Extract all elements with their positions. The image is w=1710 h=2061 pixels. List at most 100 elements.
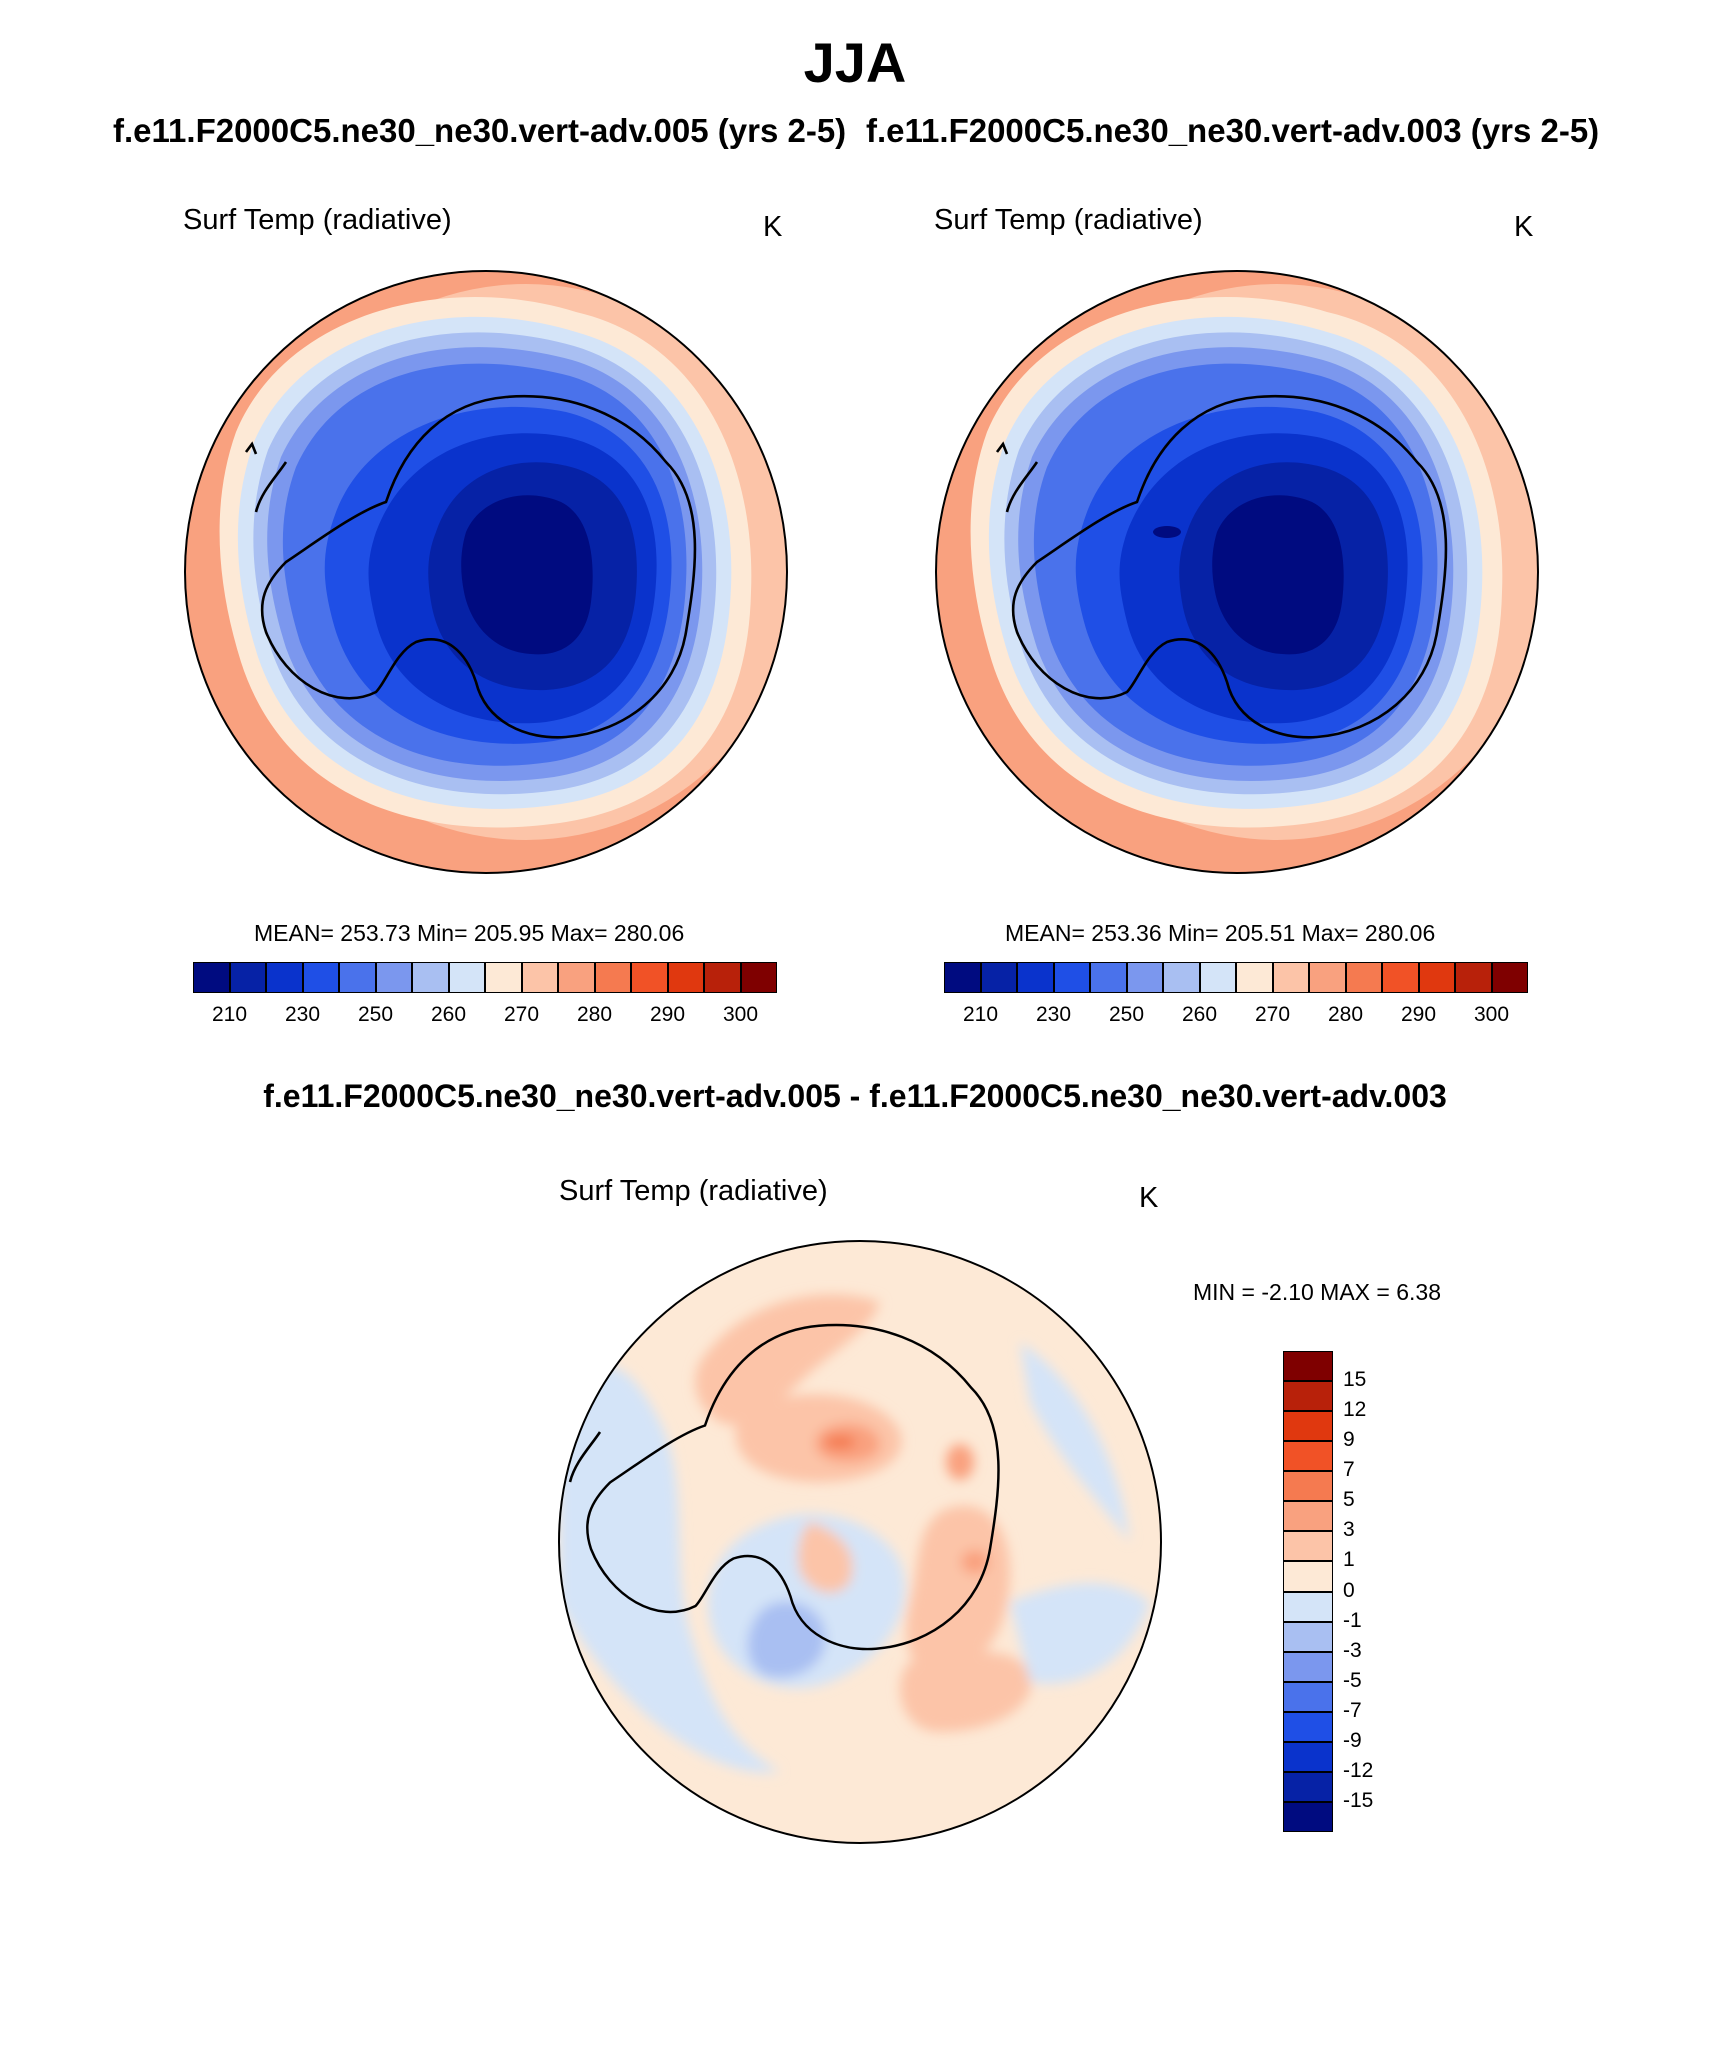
panel-left-units-label: K <box>763 211 783 243</box>
difference-stats: MIN = -2.10 MAX = 6.38 <box>1193 1279 1442 1305</box>
main-title: JJA <box>803 31 907 94</box>
panel-right-colorbar-tick-label: 280 <box>1327 1003 1364 1026</box>
difference-colorbar-swatch <box>1283 1471 1333 1502</box>
difference-colorbar-swatch <box>1283 1771 1333 1802</box>
panel-right-units-label: K <box>1514 211 1534 243</box>
panel-right-colorbar-swatch <box>1418 962 1455 993</box>
panel-right-colorbar-tick-label: 260 <box>1181 1003 1218 1026</box>
difference-colorbar-tick-label: 0 <box>1343 1578 1355 1602</box>
panel-left-map-border <box>184 270 788 874</box>
panel-right-colorbar <box>944 962 1528 993</box>
difference-map-border <box>558 1240 1162 1844</box>
difference-colorbar-swatch <box>1283 1441 1333 1472</box>
difference-colorbar-tick-label: 15 <box>1343 1368 1367 1392</box>
panel-right-colorbar-swatch <box>1272 962 1309 993</box>
panel-left-colorbar-tick-label: 270 <box>503 1003 540 1026</box>
difference-variable-label: Surf Temp (radiative) <box>559 1175 828 1207</box>
difference-colorbar-tick-label: -3 <box>1343 1638 1362 1662</box>
difference-colorbar-swatch <box>1283 1351 1333 1382</box>
difference-colorbar-tick-label: -9 <box>1343 1728 1362 1752</box>
panel-right-colorbar-swatch <box>1491 962 1528 993</box>
difference-colorbar-tick-label: -15 <box>1343 1788 1374 1812</box>
difference-colorbar-swatch <box>1283 1381 1333 1412</box>
difference-colorbar-labels: 15 12 9 7 5 3 1 0 -1 -3 -5 -7 -9 -12 -15 <box>1343 1351 1423 1832</box>
panel-left-stats: MEAN= 253.73 Min= 205.95 Max= 280.06 <box>254 920 685 946</box>
panel-right-colorbar-swatch <box>1126 962 1163 993</box>
panel-left-colorbar-swatch <box>521 962 558 993</box>
difference-colorbar-tick-label: 5 <box>1343 1488 1355 1512</box>
panel-left-colorbar-swatch <box>631 962 668 993</box>
panel-right-colorbar-swatch <box>1163 962 1200 993</box>
panel-right-run-title: f.e11.F2000C5.ne30_ne30.vert-adv.003 (yr… <box>866 112 1600 149</box>
difference-colorbar-tick-label: -7 <box>1343 1698 1362 1722</box>
difference-colorbar-swatch <box>1283 1651 1333 1682</box>
panel-right-colorbar-swatch <box>1382 962 1419 993</box>
panel-right-colorbar-swatch <box>980 962 1017 993</box>
panel-left-variable-label: Surf Temp (radiative) <box>183 204 452 236</box>
panel-left-colorbar-swatch <box>704 962 741 993</box>
panel-right-colorbar-swatch <box>944 962 981 993</box>
difference-units-label: K <box>1139 1182 1159 1214</box>
panel-left-colorbar-tick-label: 300 <box>722 1003 759 1026</box>
panel-left-run-title: f.e11.F2000C5.ne30_ne30.vert-adv.005 (yr… <box>113 112 847 149</box>
panel-right-colorbar-swatch <box>1199 962 1236 993</box>
panel-right-colorbar-tick-label: 250 <box>1108 1003 1145 1026</box>
panel-left-colorbar-swatch <box>229 962 266 993</box>
panel-left-colorbar-tick-label: 260 <box>430 1003 467 1026</box>
panel-left-colorbar-swatch <box>412 962 449 993</box>
panel-left-colorbar-tick-label: 280 <box>576 1003 613 1026</box>
difference-colorbar-swatch <box>1283 1621 1333 1652</box>
panel-left-colorbar <box>193 962 777 993</box>
panel-right-polar-map <box>936 271 1538 873</box>
panel-left-colorbar-swatch <box>302 962 339 993</box>
panel-left-colorbar-tick-label: 210 <box>211 1003 248 1026</box>
panel-right-colorbar-tick-label: 300 <box>1473 1003 1510 1026</box>
difference-colorbar-swatch <box>1283 1681 1333 1712</box>
panel-left-colorbar-swatch <box>339 962 376 993</box>
panel-left-colorbar-swatch <box>667 962 704 993</box>
panel-right-colorbar-swatch <box>1090 962 1127 993</box>
panel-right-variable-label: Surf Temp (radiative) <box>934 204 1203 236</box>
difference-colorbar-tick-label: 12 <box>1343 1398 1367 1422</box>
difference-colorbar-tick-label: 1 <box>1343 1548 1355 1572</box>
difference-colorbar-swatch <box>1283 1501 1333 1532</box>
panel-right-colorbar-swatch <box>1236 962 1273 993</box>
panel-right-colorbar-swatch <box>1017 962 1054 993</box>
panel-left-colorbar-swatch <box>266 962 303 993</box>
panel-left-polar-map <box>185 271 787 873</box>
panel-right-colorbar-tick-label: 210 <box>962 1003 999 1026</box>
difference-colorbar-swatch <box>1283 1531 1333 1562</box>
panel-left-colorbar-tick-label: 230 <box>284 1003 321 1026</box>
difference-colorbar-tick-label: -12 <box>1343 1758 1374 1782</box>
difference-colorbar-swatch <box>1283 1711 1333 1742</box>
panel-right-colorbar-swatch <box>1455 962 1492 993</box>
difference-title: f.e11.F2000C5.ne30_ne30.vert-adv.005 - f… <box>263 1078 1447 1114</box>
difference-colorbar-swatch <box>1283 1411 1333 1442</box>
panel-right-colorbar-tick-label: 290 <box>1400 1003 1437 1026</box>
difference-colorbar-tick-label: 9 <box>1343 1428 1355 1452</box>
panel-left-colorbar-swatch <box>740 962 777 993</box>
panel-left-colorbar-tick-label: 250 <box>357 1003 394 1026</box>
panel-left-colorbar-swatch <box>193 962 230 993</box>
panel-left-colorbar-swatch <box>594 962 631 993</box>
difference-colorbar-tick-label: -5 <box>1343 1668 1362 1692</box>
difference-colorbar-swatch <box>1283 1801 1333 1832</box>
panel-left-colorbar-swatch <box>558 962 595 993</box>
panel-right-map-border <box>935 270 1539 874</box>
difference-colorbar-tick-label: -1 <box>1343 1608 1362 1632</box>
panel-left-colorbar-swatch <box>448 962 485 993</box>
difference-colorbar-tick-label: 3 <box>1343 1518 1355 1542</box>
difference-colorbar-swatch <box>1283 1591 1333 1622</box>
difference-polar-map <box>559 1241 1161 1843</box>
panel-left-colorbar-tick-label: 290 <box>649 1003 686 1026</box>
panel-right-colorbar-tick-label: 270 <box>1254 1003 1291 1026</box>
panel-right-stats: MEAN= 253.36 Min= 205.51 Max= 280.06 <box>1005 920 1436 946</box>
panel-left-colorbar-swatch <box>485 962 522 993</box>
panel-right-colorbar-labels: 210 230 250 260 270 280 290 300 <box>944 1003 1528 1031</box>
panel-right-colorbar-swatch <box>1345 962 1382 993</box>
difference-colorbar-swatch <box>1283 1741 1333 1772</box>
panel-right-colorbar-tick-label: 230 <box>1035 1003 1072 1026</box>
difference-colorbar <box>1283 1351 1333 1832</box>
panel-right-colorbar-swatch <box>1309 962 1346 993</box>
